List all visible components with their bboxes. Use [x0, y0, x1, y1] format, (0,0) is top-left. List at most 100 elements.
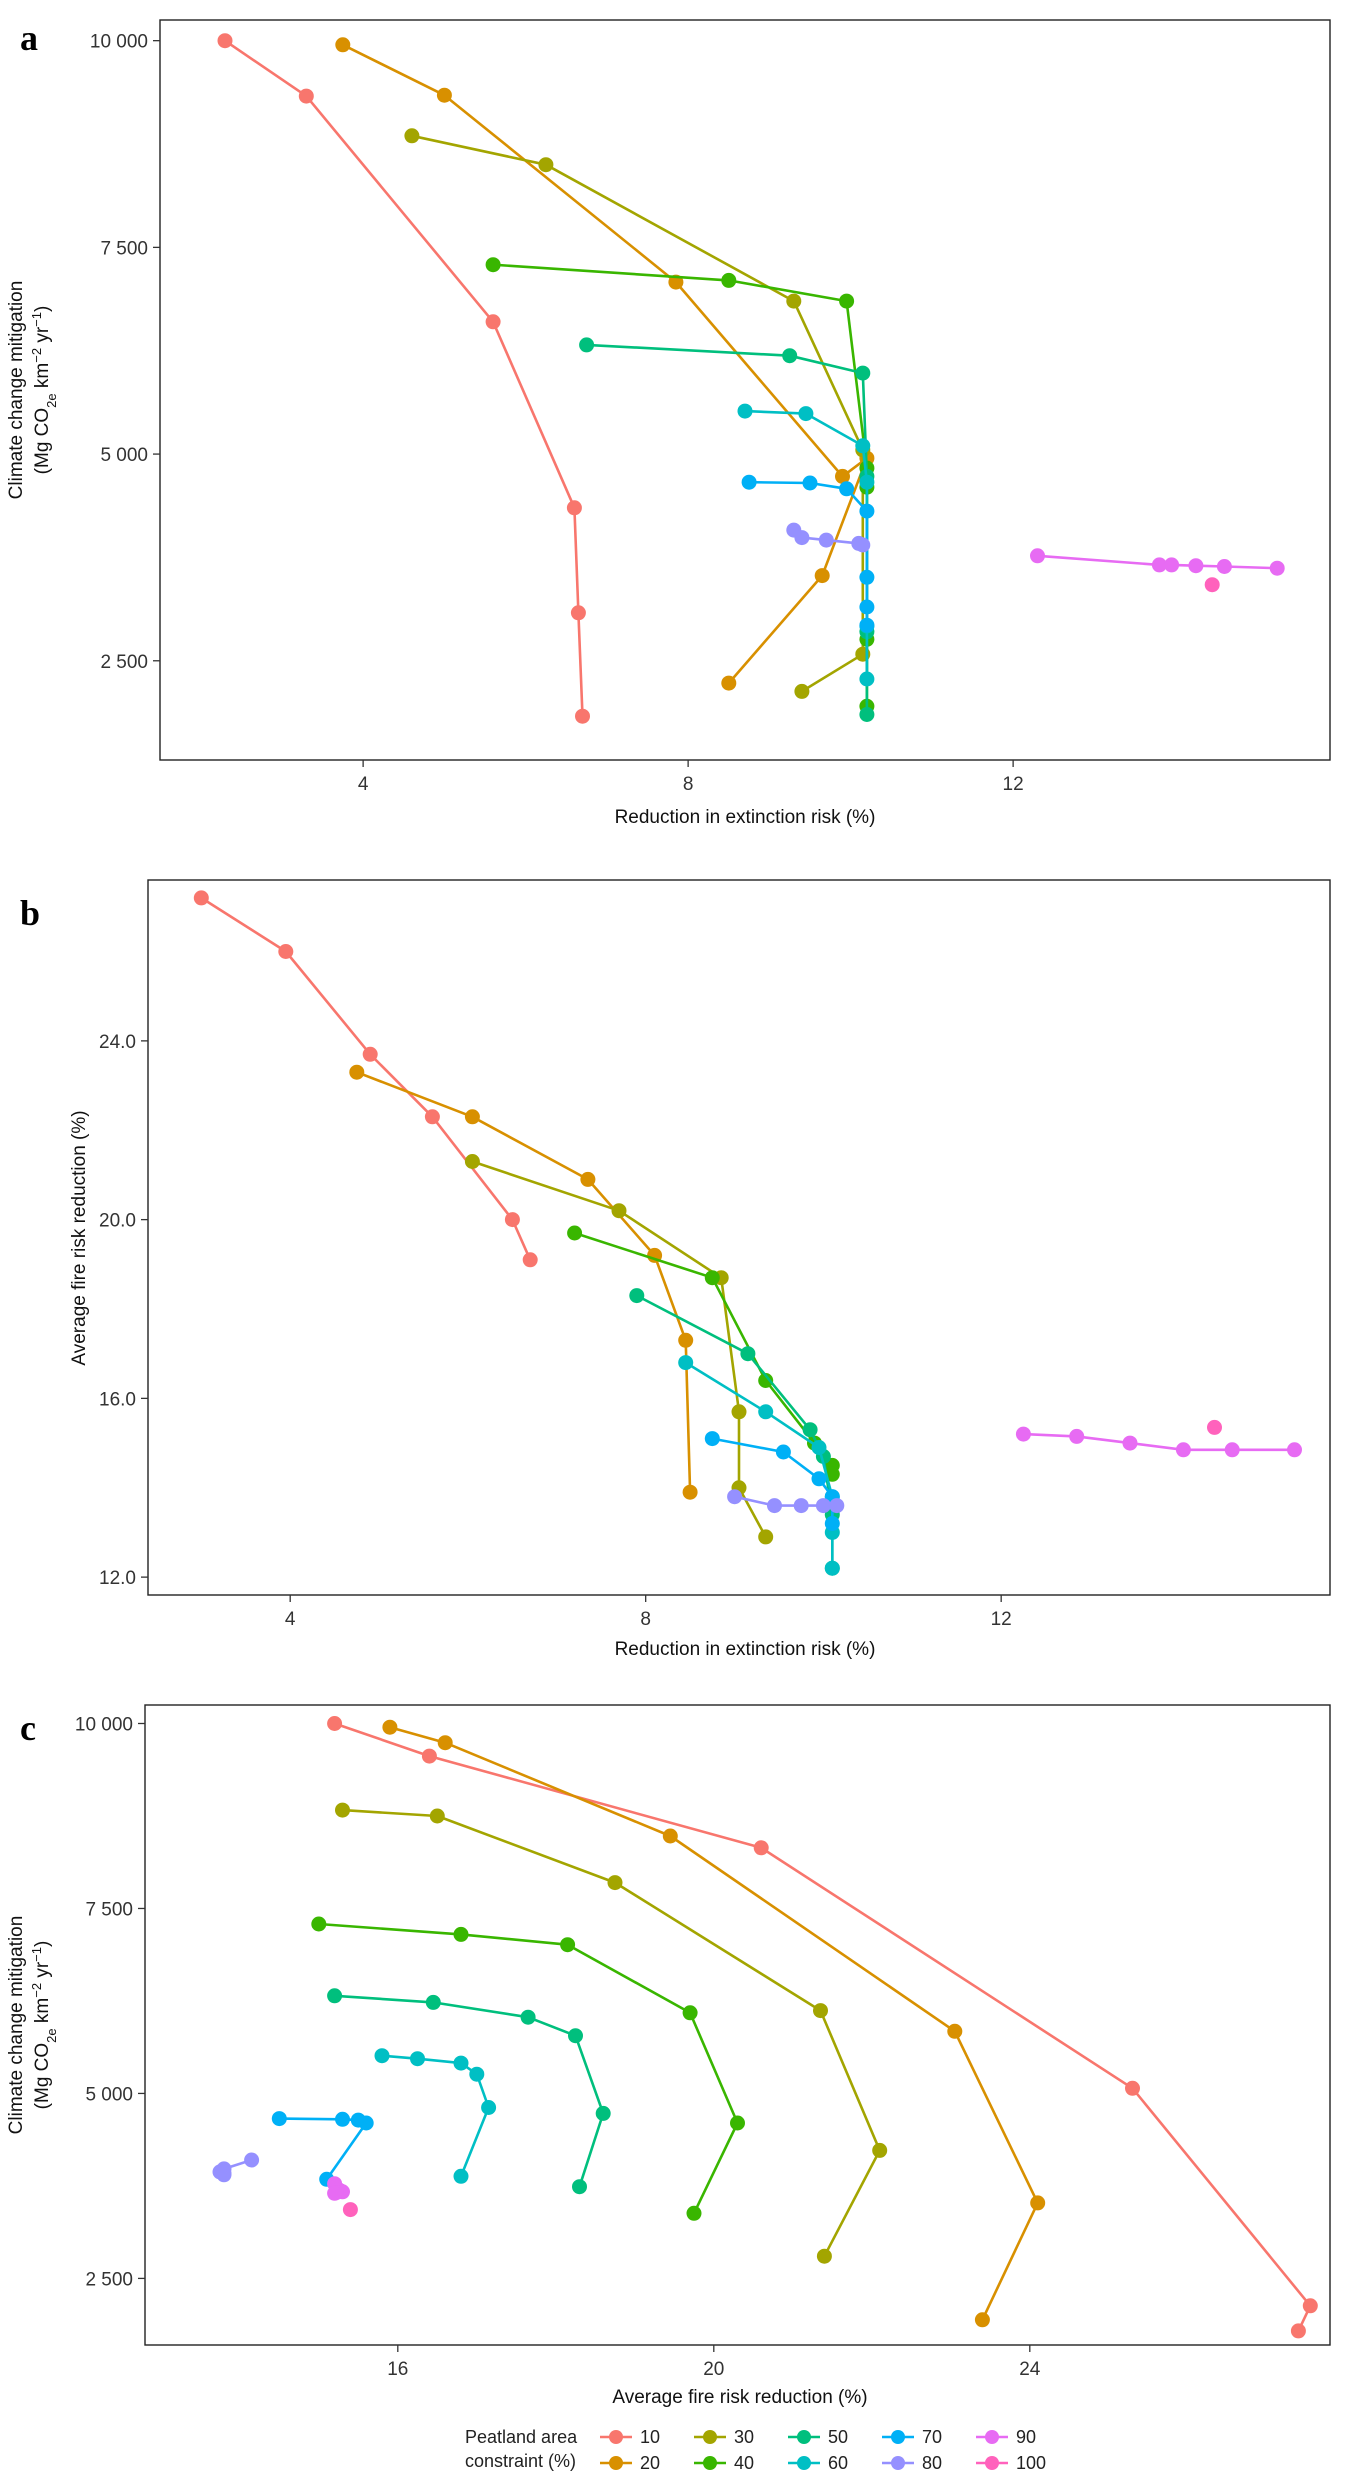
panel-b-point-90-4 — [1224, 1442, 1240, 1458]
panel-c-y-tick-label-0: 2 500 — [85, 2269, 133, 2290]
panel-a-point-90-5 — [1269, 560, 1285, 576]
panel-b-point-50-0 — [629, 1288, 645, 1304]
panel-c-point-60-5 — [453, 2168, 469, 2184]
panel-c-y-tick-label-2: 7 500 — [85, 1899, 133, 1920]
panel-a-frame — [159, 19, 1331, 761]
panel-a-point-90-4 — [1216, 559, 1232, 574]
panel-c-point-60-0 — [374, 2048, 390, 2064]
panel-a-series-line-50 — [586, 343, 869, 715]
panel-b-point-70-0 — [704, 1431, 720, 1447]
panel-a-y-axis-title-line2: (Mg CO2e km−2 yr−1) — [29, 306, 59, 475]
panel-c-series-line-30 — [342, 1808, 882, 2257]
panel-c-y-tick-label-1: 5 000 — [85, 2084, 133, 2105]
panel-c-y-axis-title: Climate change mitigation (Mg CO2e km−2 … — [6, 1916, 59, 2135]
panel-c-point-50-4 — [595, 2105, 611, 2121]
legend-label-20: 20 — [640, 2453, 660, 2473]
panel-c-point-40-0 — [311, 1916, 327, 1932]
panel-a-y-tick-label-2: 7 500 — [100, 238, 148, 259]
legend-label-40: 40 — [734, 2453, 754, 2473]
panel-a-point-70-0 — [741, 474, 757, 490]
panel-b-x-axis-title: Reduction in extinction risk (%) — [615, 1639, 876, 1660]
panel-b-frame — [147, 879, 1331, 1596]
panel-a-point-70-2 — [839, 481, 855, 497]
panel-a-point-10-4 — [570, 605, 586, 621]
panel-a-point-20-6 — [721, 675, 737, 691]
panel-c-point-30-1 — [429, 1808, 445, 1824]
panel-a-x-tick-label-1: 8 — [683, 774, 694, 795]
panel-b-point-50-2 — [802, 1422, 818, 1438]
panel-c-point-20-2 — [662, 1828, 678, 1844]
panel-a-point-20-0 — [335, 37, 351, 53]
panel-c-point-20-1 — [437, 1735, 453, 1751]
panel-b-x-tick-label-1: 8 — [640, 1609, 651, 1630]
panel-b-point-20-1 — [464, 1109, 480, 1125]
panel-a-point-60-3 — [859, 474, 875, 490]
panel-c-y-axis-title-line1: Climate change mitigation — [6, 1916, 27, 2135]
panel-b-point-80-3 — [815, 1498, 831, 1514]
panel-c-series-line-70 — [279, 2117, 368, 2181]
panel-a-point-10-0 — [217, 33, 233, 49]
panel-b-point-10-3 — [424, 1109, 440, 1125]
legend-marker-90 — [985, 2430, 999, 2444]
panel-c-point-30-0 — [335, 1802, 350, 1818]
panel-a-y-tick-label-3: 10 000 — [90, 32, 148, 53]
panel-b-point-70-4 — [824, 1516, 840, 1531]
panel-c-series-line-50 — [334, 1994, 605, 2188]
panel-c-letter: c — [20, 1708, 36, 1748]
panel-a: a 2 500 5 000 7 500 10 000 4 8 12 Reduction i… — [6, 18, 1331, 828]
panel-a-letter: a — [20, 18, 38, 58]
panel-b-point-30-3 — [731, 1404, 747, 1420]
panel-a-point-30-1 — [538, 157, 554, 173]
panel-a-point-100-0 — [1204, 577, 1220, 593]
panel-c-point-50-0 — [327, 1988, 343, 2004]
panel-a-point-70-6 — [859, 617, 875, 633]
panel-b-point-90-1 — [1069, 1428, 1085, 1444]
panel-a-point-50-0 — [579, 337, 595, 353]
legend-marker-100 — [985, 2456, 999, 2470]
panel-b-y-tick-label-3: 24.0 — [99, 1032, 136, 1053]
panel-c-series-line-20 — [389, 1725, 1039, 2321]
panel-c-point-10-3 — [1125, 2080, 1140, 2096]
panel-b-point-20-5 — [682, 1484, 698, 1500]
panel-b-point-60-2 — [811, 1440, 827, 1455]
panel-b-point-10-0 — [193, 890, 209, 906]
panel-b-y-axis-title: Average fire risk reduction (%) — [69, 1110, 90, 1365]
panel-c-point-40-3 — [682, 2005, 698, 2021]
panel-a-point-30-2 — [786, 293, 802, 309]
panel-b-y-tick-label-0: 12.0 — [99, 1568, 136, 1589]
panel-c-point-70-0 — [271, 2111, 287, 2127]
legend-title-line1: Peatland area — [465, 2427, 578, 2447]
panel-a-point-40-0 — [485, 257, 501, 273]
panel-b-point-80-0 — [727, 1489, 743, 1505]
panel-a-point-90-1 — [1151, 557, 1167, 573]
panel-a-point-70-5 — [859, 599, 875, 615]
legend-marker-20 — [609, 2456, 623, 2470]
panel-c-x-tick-label-2: 24 — [1019, 2359, 1041, 2380]
panel-b: b 12.0 16.0 20.0 24.0 4 8 12 Reduction in ext… — [20, 879, 1331, 1660]
panel-b-point-90-2 — [1122, 1435, 1138, 1451]
panel-c-point-20-0 — [382, 1719, 398, 1735]
legend-marker-10 — [609, 2430, 623, 2444]
legend-marker-30 — [703, 2430, 717, 2444]
panel-a-x-axis-title: Reduction in extinction risk (%) — [615, 807, 876, 828]
panel-b-point-100-0 — [1207, 1419, 1222, 1435]
panel-a-x-ticks: 4 8 12 — [358, 760, 1024, 795]
panel-c-point-90-5 — [327, 2185, 343, 2201]
panel-a-point-90-0 — [1030, 548, 1045, 564]
panel-b-x-tick-label-0: 4 — [285, 1609, 296, 1630]
panel-c-point-40-1 — [453, 1926, 469, 1942]
panel-a-y-axis-title-line1: Climate change mitigation — [6, 281, 27, 500]
panel-c-x-ticks: 16 20 24 — [387, 2345, 1041, 2380]
panel-a-point-50-5 — [859, 707, 875, 722]
panel-b-point-20-4 — [678, 1332, 694, 1348]
panel-c-point-30-4 — [872, 2142, 888, 2158]
panel-b-point-40-2 — [758, 1373, 774, 1388]
panel-c-x-axis-title: Average fire risk reduction (%) — [612, 2387, 867, 2408]
panel-a-point-40-2 — [839, 293, 855, 309]
panel-c-point-40-4 — [730, 2115, 745, 2131]
panel-a-point-80-2 — [818, 532, 834, 548]
panel-c-point-80-0 — [244, 2152, 260, 2168]
panel-a-series-line-30 — [411, 134, 865, 693]
panel-b-point-10-1 — [278, 944, 294, 959]
